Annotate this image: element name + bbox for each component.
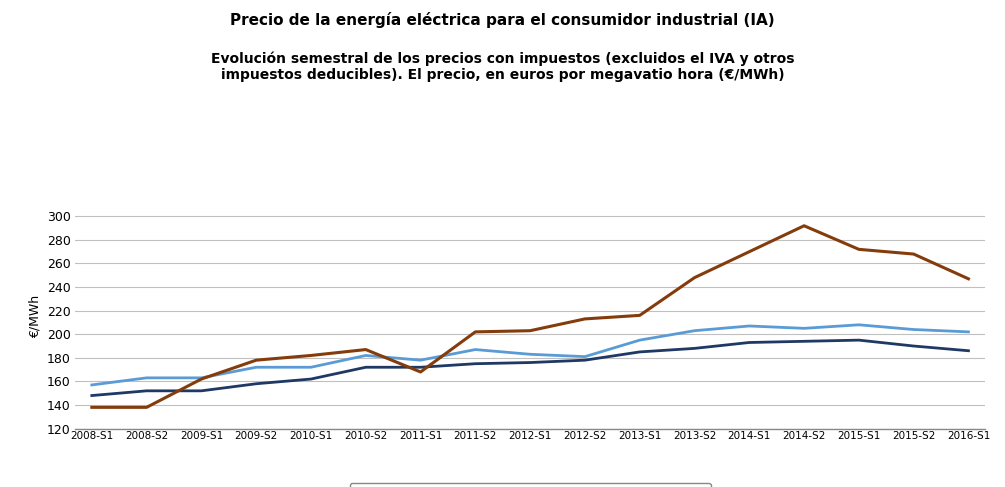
- EuroZona: [908, 327, 920, 333]
- EuroZona: [414, 357, 426, 363]
- EuroZona: [195, 375, 207, 381]
- UE28: [688, 345, 700, 351]
- EuroZona: [524, 351, 536, 357]
- UE28: [798, 338, 810, 344]
- EuroZona: [579, 354, 591, 359]
- España: [141, 404, 153, 410]
- EuroZona: [305, 364, 317, 370]
- EuroZona: [963, 329, 975, 335]
- UE28: [469, 361, 481, 367]
- España: [195, 376, 207, 382]
- UE28: [524, 359, 536, 365]
- UE28: [908, 343, 920, 349]
- EuroZona: [360, 353, 372, 358]
- Y-axis label: €/MWh: €/MWh: [28, 295, 41, 338]
- UE28: [360, 364, 372, 370]
- UE28: [634, 349, 646, 355]
- España: [688, 275, 700, 281]
- Line: España: España: [91, 226, 969, 407]
- UE28: [195, 388, 207, 394]
- España: [798, 223, 810, 229]
- Line: UE28: UE28: [91, 340, 969, 395]
- EuroZona: [744, 323, 756, 329]
- UE28: [963, 348, 975, 354]
- España: [963, 276, 975, 282]
- España: [853, 246, 865, 252]
- España: [250, 357, 262, 363]
- España: [744, 249, 756, 255]
- UE28: [579, 357, 591, 363]
- España: [414, 369, 426, 375]
- UE28: [250, 381, 262, 387]
- UE28: [85, 393, 97, 398]
- España: [469, 329, 481, 335]
- EuroZona: [250, 364, 262, 370]
- EuroZona: [634, 337, 646, 343]
- España: [908, 251, 920, 257]
- EuroZona: [688, 328, 700, 334]
- UE28: [744, 339, 756, 345]
- UE28: [305, 376, 317, 382]
- España: [305, 353, 317, 358]
- Line: EuroZona: EuroZona: [91, 325, 969, 385]
- UE28: [414, 364, 426, 370]
- España: [524, 328, 536, 334]
- EuroZona: [853, 322, 865, 328]
- España: [634, 313, 646, 318]
- Legend: UE28, EuroZona, España: UE28, EuroZona, España: [350, 483, 711, 487]
- EuroZona: [85, 382, 97, 388]
- EuroZona: [469, 347, 481, 353]
- España: [85, 404, 97, 410]
- Text: Precio de la energía eléctrica para el consumidor industrial (IA): Precio de la energía eléctrica para el c…: [230, 12, 775, 28]
- EuroZona: [141, 375, 153, 381]
- EuroZona: [798, 325, 810, 331]
- UE28: [853, 337, 865, 343]
- UE28: [141, 388, 153, 394]
- Text: Evolución semestral de los precios con impuestos (excluidos el IVA y otros
impue: Evolución semestral de los precios con i…: [211, 51, 794, 82]
- España: [360, 347, 372, 353]
- España: [579, 316, 591, 322]
